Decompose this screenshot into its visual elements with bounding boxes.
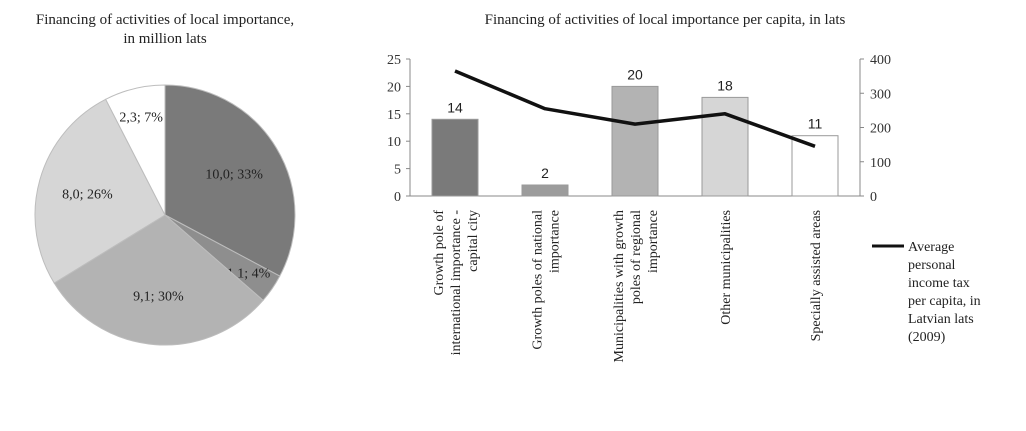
y-left-tick-1: 5 [394,163,401,178]
y-right-tick-0: 0 [870,190,877,205]
category-label-2: Municipalities with growth poles of regio… [612,210,661,363]
legend-label-line-4: Latvian lats [908,312,974,327]
pie-slice-0 [164,84,296,277]
pie-slice-label-2: 9,1; 30% [133,289,184,304]
bar-1 [521,184,569,197]
y-left-tick-2: 10 [387,135,401,150]
y-right-tick-1: 100 [870,156,891,171]
bar-0 [431,118,479,197]
pie-slice-2 [53,214,264,346]
bar-3 [701,96,749,197]
bar-value-label-0: 14 [447,99,463,115]
pie-slice-label-3: 8,0; 26% [62,187,113,202]
legend-label-line-0: Average [908,240,954,255]
legend-label: Average personal income tax per capita, in L… [908,240,981,345]
category-label-3: Other municipalities [719,210,734,325]
legend-label-line-3: per capita, in [908,294,981,309]
y-left-tick-0: 0 [394,190,401,205]
category-label-2-line-2: importance [646,210,661,273]
legend-label-line-1: personal [908,258,956,273]
category-label-0-line-2: capital city [466,210,481,272]
y-right-tick-3: 300 [870,87,891,102]
category-label-1: Growth poles of national importance [531,210,563,350]
pie-chart: 10,0; 33%1,1; 4%9,1; 30%8,0; 26%2,3; 7% [34,84,296,346]
bar-value-label-3: 18 [717,77,733,93]
pie-slice-4 [105,84,166,216]
bar-value-label-2: 20 [627,66,643,82]
pie-chart-title: Financing of activities of local importa… [0,11,330,49]
pie-title-line-2: in million lats [123,31,207,47]
pie-slice-label-0: 10,0; 33% [205,168,263,183]
category-label-0: Growth pole of international importance -… [432,210,481,356]
category-label-4: Specially assisted areas [809,210,824,341]
bar-value-label-1: 2 [541,165,549,181]
category-label-2-line-0: Municipalities with growth [612,210,627,362]
category-label-1-line-0: Growth poles of national [531,210,546,350]
pie-slice-label-4: 2,3; 7% [119,110,163,125]
category-label-3-line-0: Other municipalities [719,210,734,325]
y-right-tick-4: 400 [870,53,891,68]
y-right-tick-2: 200 [870,122,891,137]
category-label-0-line-1: international importance - [449,210,464,356]
y-left-tick-4: 20 [387,80,401,95]
pie-slice-3 [34,98,166,284]
bar-2 [611,85,659,197]
y-left-tick-3: 15 [387,108,401,123]
y-left-tick-5: 25 [387,53,401,68]
category-label-2-line-1: poles of regional [629,210,644,304]
category-label-1-line-1: importance [548,210,563,273]
bar-value-label-4: 11 [808,116,823,132]
bar-chart-title: Financing of activities of local importa… [484,12,846,28]
bar-4 [791,135,839,197]
income-tax-line [454,69,816,148]
pie-title-line-1: Financing of activities of local importa… [35,12,295,28]
legend-label-line-5: (2009) [908,330,946,345]
category-label-4-line-0: Specially assisted areas [809,210,824,341]
legend-label-line-2: income tax [908,276,970,291]
category-label-0-line-0: Growth pole of [432,210,447,296]
